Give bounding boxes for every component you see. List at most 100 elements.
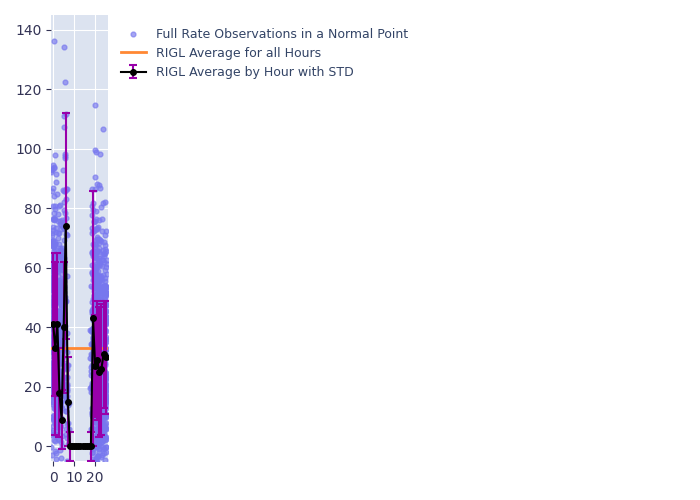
- Full Rate Observations in a Normal Point: [48, 356, 60, 364]
- Full Rate Observations in a Normal Point: [52, 483, 64, 491]
- Full Rate Observations in a Normal Point: [93, 425, 104, 433]
- Full Rate Observations in a Normal Point: [46, 279, 57, 287]
- Full Rate Observations in a Normal Point: [89, 263, 100, 271]
- Full Rate Observations in a Normal Point: [94, 416, 105, 424]
- Full Rate Observations in a Normal Point: [90, 354, 101, 362]
- Full Rate Observations in a Normal Point: [99, 368, 111, 376]
- Full Rate Observations in a Normal Point: [92, 366, 104, 374]
- Full Rate Observations in a Normal Point: [89, 302, 100, 310]
- Full Rate Observations in a Normal Point: [90, 356, 101, 364]
- Full Rate Observations in a Normal Point: [97, 310, 108, 318]
- Full Rate Observations in a Normal Point: [89, 395, 100, 403]
- Full Rate Observations in a Normal Point: [52, 190, 63, 198]
- Full Rate Observations in a Normal Point: [98, 381, 109, 389]
- Full Rate Observations in a Normal Point: [53, 385, 64, 393]
- Full Rate Observations in a Normal Point: [92, 346, 104, 354]
- Full Rate Observations in a Normal Point: [92, 384, 104, 392]
- Full Rate Observations in a Normal Point: [52, 319, 64, 327]
- Full Rate Observations in a Normal Point: [53, 369, 64, 377]
- Full Rate Observations in a Normal Point: [51, 312, 62, 320]
- Full Rate Observations in a Normal Point: [97, 337, 108, 345]
- Full Rate Observations in a Normal Point: [86, 268, 97, 276]
- Full Rate Observations in a Normal Point: [91, 290, 102, 298]
- Full Rate Observations in a Normal Point: [96, 320, 107, 328]
- Full Rate Observations in a Normal Point: [92, 308, 104, 316]
- Full Rate Observations in a Normal Point: [92, 374, 103, 382]
- Full Rate Observations in a Normal Point: [57, 295, 69, 303]
- Full Rate Observations in a Normal Point: [50, 354, 61, 362]
- Full Rate Observations in a Normal Point: [99, 230, 111, 238]
- Full Rate Observations in a Normal Point: [96, 392, 107, 400]
- Full Rate Observations in a Normal Point: [54, 294, 65, 302]
- Full Rate Observations in a Normal Point: [85, 384, 96, 392]
- Full Rate Observations in a Normal Point: [93, 332, 104, 340]
- Full Rate Observations in a Normal Point: [97, 397, 108, 405]
- Full Rate Observations in a Normal Point: [89, 376, 100, 384]
- Full Rate Observations in a Normal Point: [56, 442, 67, 450]
- Full Rate Observations in a Normal Point: [93, 326, 104, 334]
- Full Rate Observations in a Normal Point: [90, 494, 101, 500]
- Full Rate Observations in a Normal Point: [59, 328, 70, 336]
- Full Rate Observations in a Normal Point: [56, 283, 67, 291]
- Full Rate Observations in a Normal Point: [48, 237, 59, 245]
- Full Rate Observations in a Normal Point: [55, 320, 66, 328]
- Full Rate Observations in a Normal Point: [94, 398, 105, 406]
- Full Rate Observations in a Normal Point: [97, 409, 108, 417]
- Full Rate Observations in a Normal Point: [61, 272, 72, 280]
- Full Rate Observations in a Normal Point: [88, 383, 99, 391]
- Full Rate Observations in a Normal Point: [60, 296, 71, 304]
- Full Rate Observations in a Normal Point: [56, 281, 67, 289]
- Full Rate Observations in a Normal Point: [55, 326, 66, 334]
- Full Rate Observations in a Normal Point: [86, 248, 97, 256]
- Full Rate Observations in a Normal Point: [90, 254, 101, 262]
- Full Rate Observations in a Normal Point: [48, 164, 60, 172]
- Full Rate Observations in a Normal Point: [96, 276, 107, 284]
- Full Rate Observations in a Normal Point: [57, 284, 69, 292]
- Full Rate Observations in a Normal Point: [100, 248, 111, 256]
- Full Rate Observations in a Normal Point: [97, 262, 108, 270]
- Full Rate Observations in a Normal Point: [91, 396, 102, 404]
- Full Rate Observations in a Normal Point: [100, 228, 111, 235]
- Full Rate Observations in a Normal Point: [57, 260, 68, 268]
- Full Rate Observations in a Normal Point: [87, 384, 98, 392]
- Full Rate Observations in a Normal Point: [56, 294, 67, 302]
- Full Rate Observations in a Normal Point: [52, 396, 63, 404]
- Full Rate Observations in a Normal Point: [94, 342, 106, 350]
- Full Rate Observations in a Normal Point: [57, 383, 68, 391]
- Full Rate Observations in a Normal Point: [55, 326, 66, 334]
- Full Rate Observations in a Normal Point: [53, 422, 64, 430]
- Full Rate Observations in a Normal Point: [94, 362, 106, 370]
- Full Rate Observations in a Normal Point: [87, 412, 98, 420]
- Full Rate Observations in a Normal Point: [96, 396, 107, 404]
- Full Rate Observations in a Normal Point: [52, 384, 64, 392]
- Full Rate Observations in a Normal Point: [101, 420, 112, 428]
- Full Rate Observations in a Normal Point: [94, 424, 105, 432]
- Full Rate Observations in a Normal Point: [48, 380, 59, 388]
- Full Rate Observations in a Normal Point: [52, 332, 63, 340]
- Full Rate Observations in a Normal Point: [91, 314, 102, 322]
- Full Rate Observations in a Normal Point: [97, 366, 108, 374]
- Full Rate Observations in a Normal Point: [51, 342, 62, 350]
- Full Rate Observations in a Normal Point: [88, 270, 99, 278]
- Full Rate Observations in a Normal Point: [97, 378, 108, 386]
- Full Rate Observations in a Normal Point: [97, 250, 108, 258]
- Full Rate Observations in a Normal Point: [48, 300, 59, 308]
- Full Rate Observations in a Normal Point: [48, 242, 59, 250]
- Full Rate Observations in a Normal Point: [50, 334, 62, 342]
- Full Rate Observations in a Normal Point: [52, 423, 63, 431]
- Full Rate Observations in a Normal Point: [46, 229, 57, 237]
- Full Rate Observations in a Normal Point: [51, 356, 62, 364]
- Full Rate Observations in a Normal Point: [91, 310, 102, 318]
- Full Rate Observations in a Normal Point: [97, 364, 108, 372]
- Full Rate Observations in a Normal Point: [47, 348, 58, 356]
- Full Rate Observations in a Normal Point: [99, 241, 111, 249]
- Full Rate Observations in a Normal Point: [50, 430, 61, 438]
- Full Rate Observations in a Normal Point: [91, 356, 102, 364]
- Full Rate Observations in a Normal Point: [95, 324, 106, 332]
- Full Rate Observations in a Normal Point: [86, 404, 97, 412]
- Full Rate Observations in a Normal Point: [96, 370, 107, 378]
- Full Rate Observations in a Normal Point: [59, 288, 70, 296]
- Full Rate Observations in a Normal Point: [87, 271, 98, 279]
- Full Rate Observations in a Normal Point: [88, 316, 99, 324]
- Full Rate Observations in a Normal Point: [53, 312, 64, 320]
